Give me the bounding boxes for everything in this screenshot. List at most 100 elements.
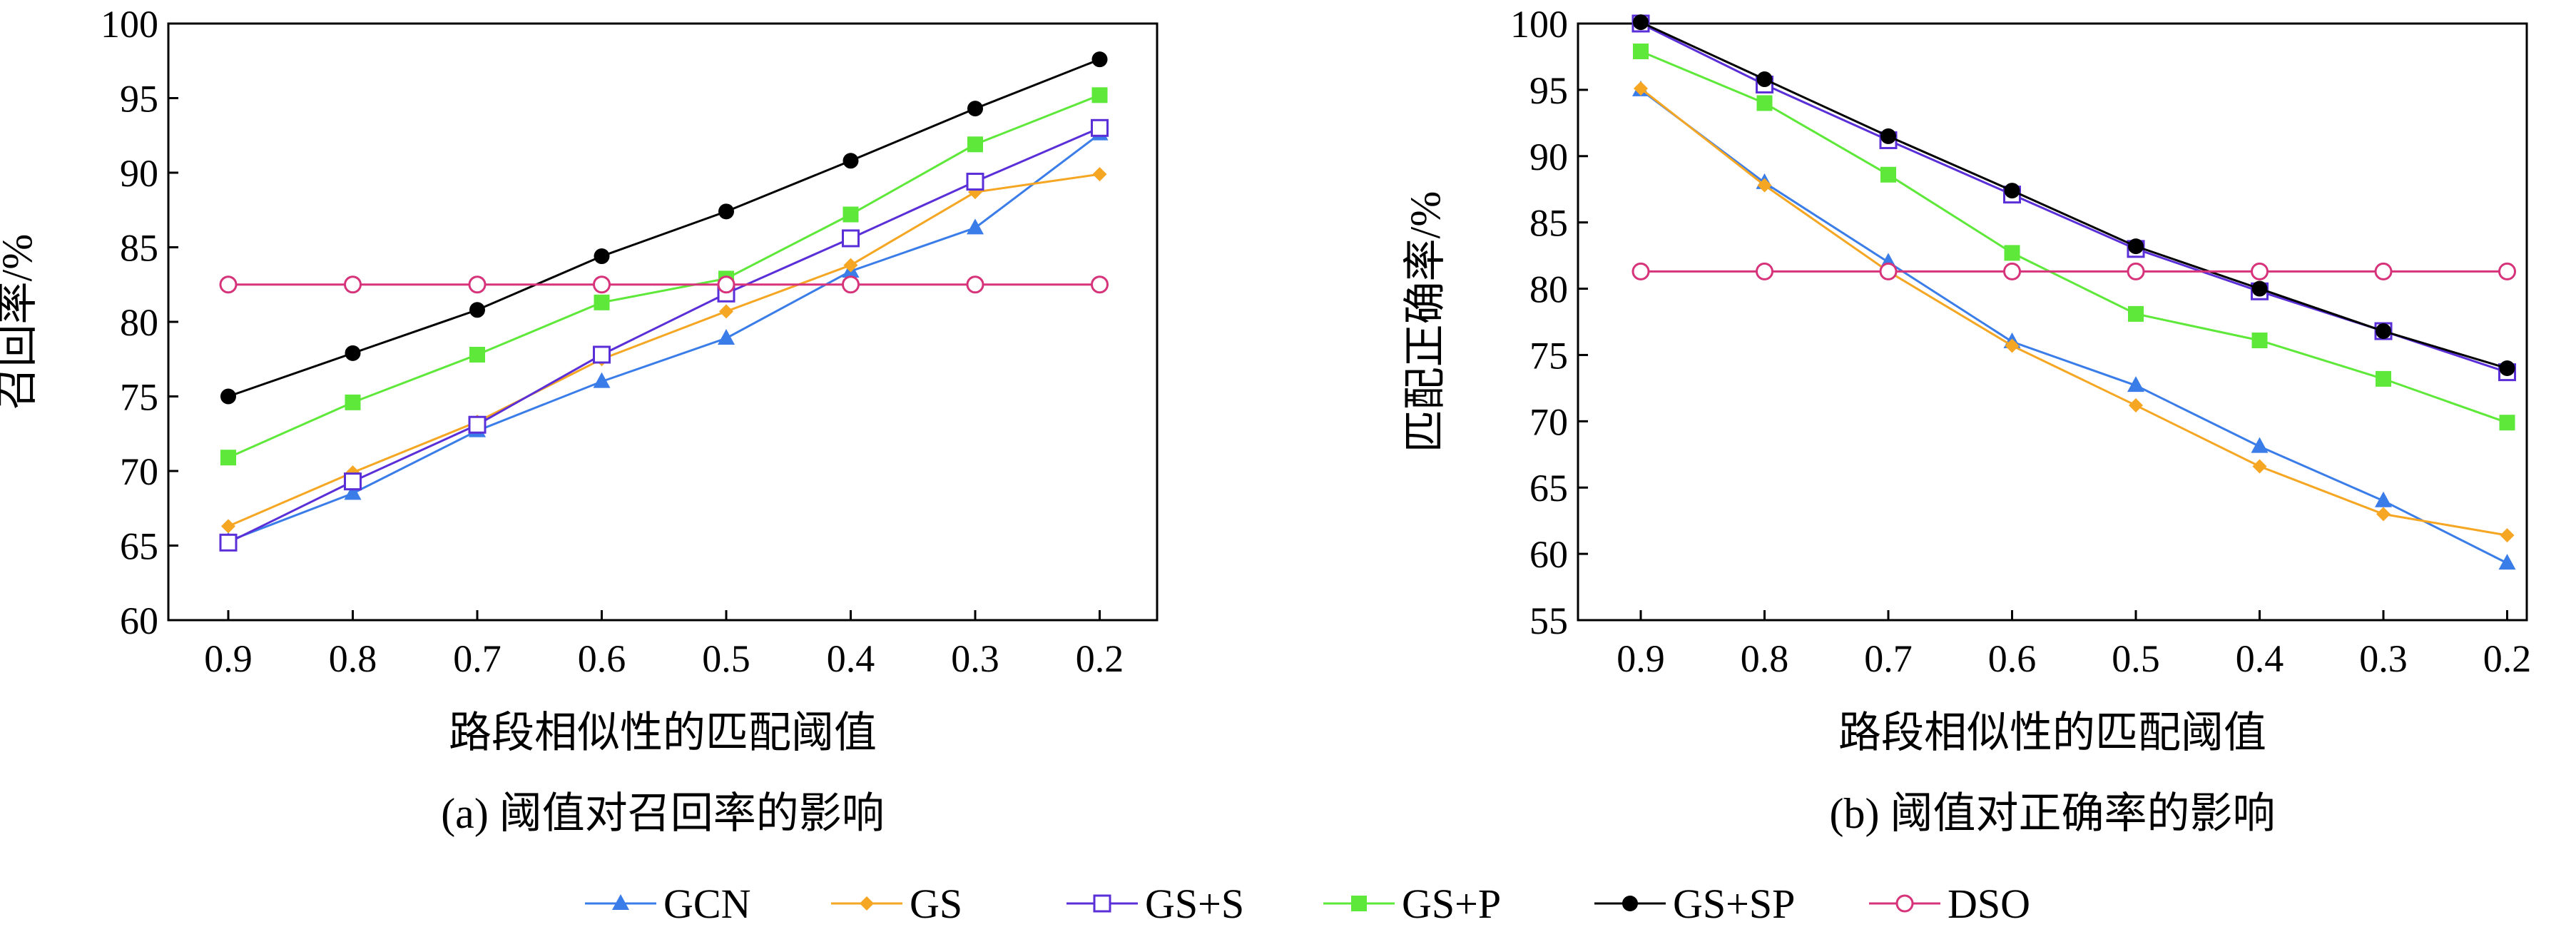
chart-a-point-gsplusp	[594, 294, 610, 310]
chart-a-x-axis: 0.9 0.8 0.7 0.6 0.5 0.4 0.3 0.2	[204, 610, 1124, 680]
chart-b-point-gsplusp	[2376, 370, 2391, 387]
chart-b-point-gcn	[2375, 491, 2392, 507]
chart-a-point-gsplusp	[345, 394, 361, 410]
chart-b-ytick-label: 75	[1529, 334, 1568, 377]
chart-a-xtick-label: 0.6	[578, 637, 626, 680]
chart-a-point-gs	[1092, 167, 1107, 182]
chart-b-point-gs	[2005, 338, 2020, 353]
chart-b-point-gs	[2129, 398, 2143, 413]
chart-a-point-gspluss	[593, 345, 611, 364]
chart-a-series-gsplussp	[220, 51, 1108, 405]
legend-item-gsplusp: GS+P	[1323, 881, 1501, 927]
chart-b-point-gsplusp	[2499, 415, 2515, 431]
chart-a-point-gcn	[593, 372, 611, 388]
chart-b-ytick-label: 95	[1529, 69, 1568, 112]
legend-item-gsplussp: GS+SP	[1594, 881, 1795, 927]
chart-a-frame	[167, 22, 1159, 622]
chart-b-line-gs	[1640, 87, 2508, 537]
chart-b-point-gcn	[2127, 376, 2144, 392]
chart-a-point-gspluss	[842, 229, 860, 248]
chart-a-point-dso	[344, 275, 362, 294]
chart-b-line-gsplusp	[1640, 50, 2508, 424]
chart-b-point-gsplussp	[2499, 360, 2515, 377]
chart-a-xtick-label: 0.3	[951, 637, 999, 680]
chart-b-point-gsplusp	[2251, 333, 2268, 349]
chart-a-point-gs	[719, 304, 733, 319]
chart-a-xtick-label: 0.9	[204, 637, 253, 680]
chart-a-xtick-label: 0.7	[453, 637, 502, 680]
chart-a-ytick-label: 100	[101, 3, 158, 46]
chart-b-point-dso	[2251, 262, 2269, 280]
chart-a-ytick-label: 65	[120, 525, 158, 568]
chart-a-plot-area	[219, 51, 1109, 552]
chart-b-xtick-label: 0.8	[1741, 637, 1789, 680]
chart-a-point-gs	[843, 258, 858, 273]
chart-b-point-gsplussp	[1880, 128, 1896, 144]
chart-a-point-dso	[219, 275, 238, 294]
chart-b-point-gs	[2252, 459, 2267, 474]
chart-a-point-gsplussp	[469, 302, 485, 318]
chart-b-y-axis: 55 60 65 70 75 80 85 90 95 100	[1510, 3, 1588, 642]
chart-a-point-gsplusp	[967, 136, 983, 153]
chart-a-ytick-label: 60	[120, 599, 158, 642]
chart-a-point-gsplusp	[469, 346, 485, 363]
chart-b-point-gcn	[2251, 437, 2269, 453]
chart-a-y-axis-label: 召回率/%	[0, 234, 41, 410]
chart-b-point-dso	[1879, 262, 1898, 280]
chart-a-point-gsplussp	[345, 345, 361, 361]
chart-b-xtick-label: 0.7	[1864, 637, 1913, 680]
legend-item-gspluss: GS+S	[1066, 881, 1244, 927]
chart-b-point-gsplussp	[2128, 238, 2144, 255]
chart-b-caption: (b) 阈值对正确率的影响	[1830, 790, 2276, 837]
legend-marker-dso	[1895, 894, 1914, 913]
legend-marker-gsplussp	[1622, 896, 1638, 911]
chart-b-point-dso	[2003, 262, 2021, 280]
chart-b-xtick-label: 0.6	[1988, 637, 2037, 680]
chart-a-xtick-label: 0.4	[827, 637, 875, 680]
chart-b-point-gs	[1757, 178, 1772, 193]
legend-marker-gs	[860, 896, 874, 911]
legend-label-gs: GS	[910, 881, 962, 927]
chart-b-plot-area	[1631, 14, 2516, 570]
chart-a-series-gspluss	[219, 118, 1109, 552]
chart-b-point-gsplussp	[1756, 71, 1773, 88]
chart-b-frame	[1577, 22, 2528, 622]
chart-a-point-gsplussp	[594, 248, 610, 265]
chart-a-ytick-label: 90	[120, 152, 158, 195]
chart-a-point-dso	[593, 275, 611, 294]
chart-b-point-gs	[2500, 528, 2515, 543]
legend-label-gsplusp: GS+P	[1402, 881, 1501, 927]
chart-b-point-gsplussp	[2376, 323, 2391, 340]
legend-label-dso: DSO	[1948, 881, 2030, 927]
legend-item-dso: DSO	[1869, 881, 2030, 927]
chart-b-xtick-label: 0.2	[2483, 637, 2532, 680]
chart-b-series-gsplussp	[1633, 14, 2515, 377]
chart-b-x-axis: 0.9 0.8 0.7 0.6 0.5 0.4 0.3 0.2	[1617, 610, 2531, 680]
chart-b-point-gsplussp	[2004, 183, 2020, 199]
chart-a-line-gsplusp	[228, 93, 1101, 459]
chart-b-line-gcn	[1640, 88, 2508, 564]
chart-a-point-gsplusp	[220, 450, 236, 466]
chart-b-series-gsplusp	[1633, 44, 2515, 431]
chart-b-xtick-label: 0.4	[2236, 637, 2284, 680]
chart-b-ytick-label: 100	[1510, 3, 1568, 46]
chart-a-line-gsplussp	[228, 58, 1101, 397]
chart-a-ytick-label: 80	[120, 301, 158, 344]
chart-a-x-axis-label: 路段相似性的匹配阈值	[449, 709, 877, 756]
chart-b-point-gsplussp	[2251, 280, 2268, 297]
chart-a-point-gsplussp	[967, 101, 983, 117]
chart-a-point-gcn	[344, 484, 362, 500]
legend-label-gspluss: GS+S	[1145, 881, 1244, 927]
chart-b-point-gsplusp	[2128, 305, 2144, 322]
chart-a-point-dso	[1091, 275, 1109, 294]
chart-b-series-dso	[1631, 262, 2516, 280]
chart-b-point-gsplusp	[2004, 245, 2020, 261]
chart-b-ytick-label: 80	[1529, 268, 1568, 311]
chart-b-point-gsplusp	[1633, 44, 1649, 60]
chart-b-point-dso	[2127, 262, 2145, 280]
chart-a-caption: (a) 阈值对召回率的影响	[441, 790, 885, 837]
chart-a-series-dso	[219, 275, 1109, 294]
legend-marker-gspluss	[1093, 894, 1111, 913]
chart-b-point-gcn	[2498, 554, 2516, 570]
